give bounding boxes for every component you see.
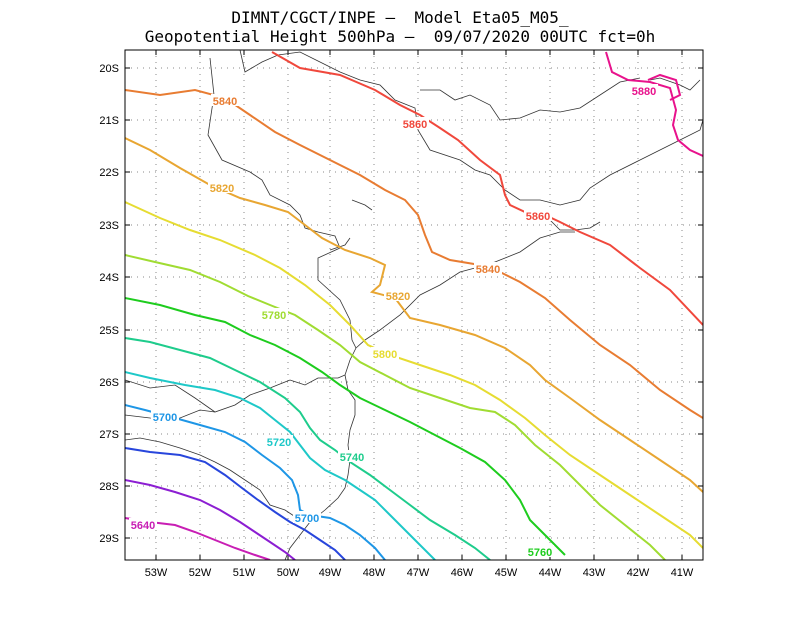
contour-label: 5840 xyxy=(476,264,500,276)
contour-label-bg xyxy=(526,545,554,557)
contour-5840 xyxy=(125,88,703,419)
lon-label: 51W xyxy=(233,567,256,579)
contour-label-bg xyxy=(401,117,429,129)
longitude-labels: 53W 52W 51W 50W 49W 48W 47W 46W 45W 44W 43W 42W 41W xyxy=(145,567,694,579)
contour-5800 xyxy=(125,201,703,549)
lon-label: 48W xyxy=(363,567,386,579)
lat-label: 24S xyxy=(99,272,119,284)
lat-label: 23S xyxy=(99,220,119,232)
lat-label: 28S xyxy=(99,481,119,493)
map-title-line-1: DIMNT/CGCT/INPE – Model Eta05_M05_ xyxy=(231,8,569,27)
contour-5680 xyxy=(125,447,346,560)
contour-label-bg xyxy=(371,347,399,359)
contour-label-bg xyxy=(293,511,321,523)
contour-labels: 5880 5860 5860 5840 5840 5820 5820 5800 5780 5760… xyxy=(129,84,658,559)
contour-label-bg xyxy=(151,410,179,422)
contour-label-bg xyxy=(524,209,552,221)
lon-label: 47W xyxy=(407,567,430,579)
contour-5700 xyxy=(125,404,386,560)
contour-5880-patch xyxy=(647,73,682,101)
lon-label: 44W xyxy=(539,567,562,579)
lat-label: 21S xyxy=(99,115,119,127)
latitude-labels: 20S 21S 22S 23S 24S 25S 26S 27S 28S 29S xyxy=(99,63,119,545)
lon-label: 42W xyxy=(627,567,650,579)
lat-label: 29S xyxy=(99,533,119,545)
map-title-line-2: Geopotential Height 500hPa – 09/07/2020 … xyxy=(144,27,656,46)
map-frame xyxy=(124,49,704,561)
contour-5820 xyxy=(125,137,703,493)
contour-label: 5820 xyxy=(210,183,234,195)
contour-5760 xyxy=(125,297,566,556)
lat-label: 22S xyxy=(99,167,119,179)
contour-5720 xyxy=(125,371,436,560)
contour-5780 xyxy=(125,254,666,560)
contour-label: 5860 xyxy=(403,119,427,131)
contour-label-bg xyxy=(208,181,236,193)
contour-label: 5720 xyxy=(267,437,291,449)
contour-label-bg xyxy=(260,308,288,320)
graticule xyxy=(125,50,703,560)
contour-label-bg xyxy=(338,450,366,462)
lat-label: 26S xyxy=(99,377,119,389)
contour-label-bg xyxy=(384,289,412,301)
contour-label: 5800 xyxy=(373,349,397,361)
contour-label: 5860 xyxy=(526,211,550,223)
contour-label-bg xyxy=(211,94,239,106)
contour-label: 5740 xyxy=(340,452,364,464)
contour-label: 5880 xyxy=(632,86,656,98)
height-contours xyxy=(125,51,703,560)
contour-label-bg xyxy=(630,84,658,96)
lon-label: 49W xyxy=(319,567,342,579)
lon-label: 43W xyxy=(583,567,606,579)
contour-label: 5780 xyxy=(262,310,286,322)
lon-label: 46W xyxy=(451,567,474,579)
contour-5740 xyxy=(125,337,491,560)
contour-5860 xyxy=(271,51,703,326)
lon-label: 45W xyxy=(495,567,518,579)
lon-label: 41W xyxy=(671,567,694,579)
contour-label-bg xyxy=(129,518,157,530)
contour-label: 5840 xyxy=(213,96,237,108)
contour-label: 5760 xyxy=(528,547,552,559)
contour-label-bg xyxy=(265,435,293,447)
axis-ticks xyxy=(125,50,703,560)
contour-label-bg xyxy=(474,262,502,274)
contour-label: 5700 xyxy=(153,412,177,424)
contour-label: 5700 xyxy=(295,513,319,525)
lon-label: 50W xyxy=(277,567,300,579)
contour-label: 5820 xyxy=(386,291,410,303)
lat-label: 25S xyxy=(99,325,119,337)
contour-label: 5640 xyxy=(131,520,155,532)
lat-label: 27S xyxy=(99,429,119,441)
contour-5660 xyxy=(125,479,296,560)
lon-label: 53W xyxy=(145,567,168,579)
lat-label: 20S xyxy=(99,63,119,75)
contour-5880 xyxy=(605,51,703,157)
lon-label: 52W xyxy=(189,567,212,579)
